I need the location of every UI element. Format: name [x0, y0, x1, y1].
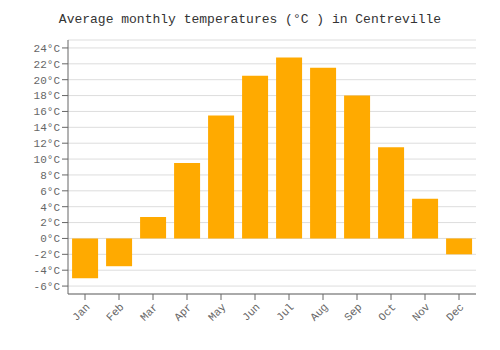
svg-text:Apr: Apr — [172, 301, 194, 323]
svg-text:22°C: 22°C — [34, 59, 61, 71]
svg-text:Jun: Jun — [240, 301, 262, 323]
svg-text:8°C: 8°C — [40, 170, 60, 182]
svg-text:10°C: 10°C — [34, 154, 61, 166]
svg-text:Dec: Dec — [444, 301, 466, 323]
svg-text:May: May — [206, 301, 229, 324]
svg-text:Sep: Sep — [342, 301, 364, 323]
svg-text:2°C: 2°C — [40, 217, 60, 229]
svg-text:Oct: Oct — [376, 301, 398, 323]
svg-text:-6°C: -6°C — [34, 281, 61, 293]
svg-text:18°C: 18°C — [34, 90, 61, 102]
svg-text:Jan: Jan — [70, 301, 92, 323]
svg-text:4°C: 4°C — [40, 202, 60, 214]
svg-text:Jul: Jul — [274, 301, 296, 323]
svg-text:Mar: Mar — [138, 301, 160, 323]
svg-text:6°C: 6°C — [40, 186, 60, 198]
svg-text:Aug: Aug — [308, 301, 330, 323]
svg-text:12°C: 12°C — [34, 138, 61, 150]
svg-text:Nov: Nov — [410, 301, 433, 324]
svg-text:20°C: 20°C — [34, 75, 61, 87]
svg-text:-2°C: -2°C — [34, 249, 61, 261]
svg-text:16°C: 16°C — [34, 106, 61, 118]
svg-text:-4°C: -4°C — [34, 265, 61, 277]
html-text:Average monthly temperatures (: Average monthly temperatures (°C ) in Ce… — [58, 12, 442, 27]
svg-text:Feb: Feb — [104, 301, 126, 323]
svg-text:24°C: 24°C — [34, 43, 61, 55]
svg-text:0°C: 0°C — [40, 233, 60, 245]
svg-text:14°C: 14°C — [34, 122, 61, 134]
